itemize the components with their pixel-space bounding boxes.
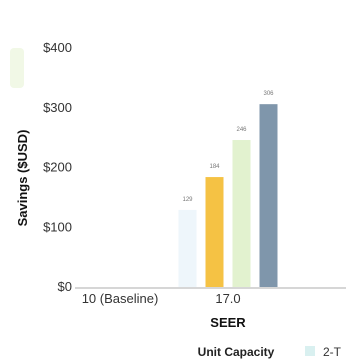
bar bbox=[259, 104, 278, 287]
y-tick-label: $400 bbox=[43, 40, 72, 55]
bar bbox=[232, 140, 251, 287]
y-axis-title: Savings ($USD) bbox=[15, 130, 30, 227]
decor-tint bbox=[10, 48, 24, 88]
bar-value-label: 129 bbox=[182, 197, 193, 203]
legend-swatch bbox=[305, 346, 315, 356]
bars: 129 184 246 306 bbox=[178, 91, 278, 287]
legend: 2-T bbox=[305, 345, 342, 359]
bar-value-label: 246 bbox=[236, 127, 247, 133]
bar bbox=[178, 209, 197, 287]
legend-item-label: 2-T bbox=[323, 345, 342, 359]
chart-decoration bbox=[10, 48, 24, 88]
y-tick-label: $100 bbox=[43, 219, 72, 234]
y-axis-ticks: $0 $100 $200 $300 $400 bbox=[43, 40, 72, 294]
x-tick-label: 10 (Baseline) bbox=[82, 291, 159, 306]
y-tick-label: $200 bbox=[43, 160, 72, 175]
bar-value-label: 306 bbox=[263, 91, 274, 97]
bar-value-label: 184 bbox=[209, 164, 220, 170]
x-tick-label: 17.0 bbox=[215, 291, 240, 306]
x-axis-ticks: 10 (Baseline) 17.0 bbox=[82, 291, 241, 306]
x-axis-title: SEER bbox=[210, 315, 246, 330]
bar bbox=[205, 177, 224, 287]
y-tick-label: $300 bbox=[43, 100, 72, 115]
y-tick-label: $0 bbox=[58, 279, 72, 294]
legend-title: Unit Capacity bbox=[198, 345, 275, 359]
